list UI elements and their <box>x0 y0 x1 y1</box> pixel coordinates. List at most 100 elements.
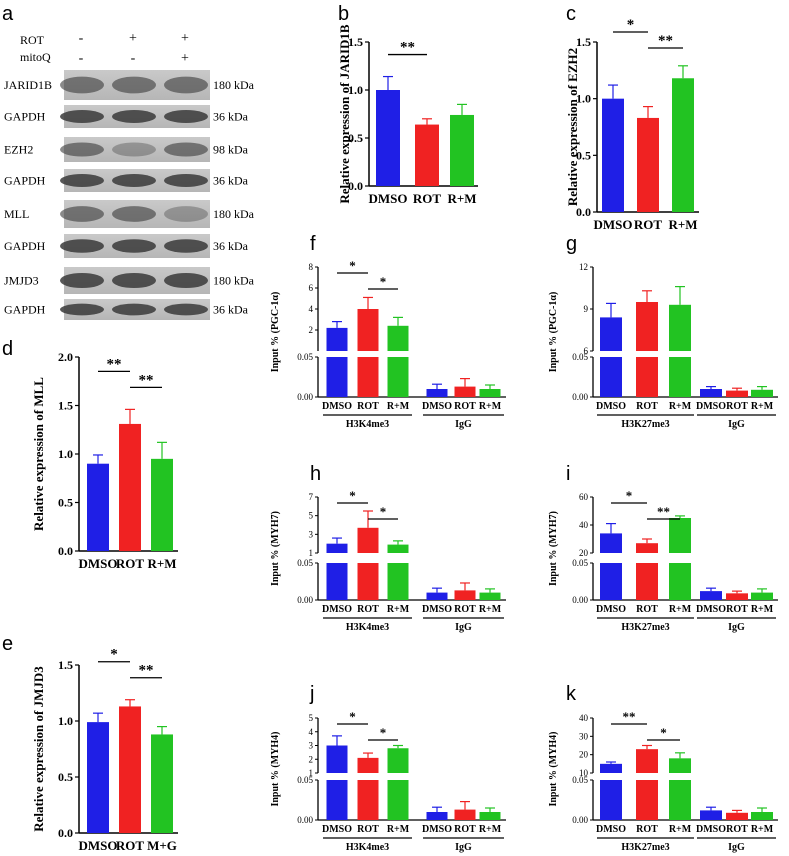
bar-lower-segment <box>600 563 622 600</box>
bar-lower-segment <box>669 780 691 820</box>
bar-igg <box>751 592 773 600</box>
y-axis-label: Input % (MYH7) <box>548 511 559 586</box>
panel-label-b: b <box>338 3 349 25</box>
x-tick-label: R+M <box>387 824 410 835</box>
bar-lower-segment <box>357 357 379 397</box>
x-tick-label: DMSO <box>696 824 726 835</box>
bar-lower-segment <box>326 563 348 600</box>
x-tick-label: ROT <box>357 824 379 835</box>
y-axis-label: Relative expression of MLL <box>31 377 46 531</box>
blot-band <box>60 303 104 316</box>
x-tick-label: DMSO <box>79 838 118 853</box>
significance-label: * <box>627 17 635 33</box>
bar-igg <box>479 389 501 397</box>
bar-rm <box>672 78 694 213</box>
bar-lower-segment <box>600 357 622 397</box>
y-tick-label: 0.0 <box>58 826 73 840</box>
y-axis-label: Relative expression of JMJD3 <box>31 666 46 832</box>
significance-label: * <box>626 488 633 503</box>
y-tick-label: 6 <box>309 283 314 293</box>
y-axis-label: Relative expression of JARID1B <box>337 24 352 204</box>
bar-lower-segment <box>636 563 658 600</box>
y-tick-label: 0.0 <box>576 205 591 219</box>
blot-size-label: 36 kDa <box>213 174 249 188</box>
bar-igg <box>751 812 773 820</box>
y-tick-label: 3 <box>309 741 314 751</box>
y-axis-label: Input % (MYH4) <box>548 731 559 806</box>
bar-lower-segment <box>357 563 379 600</box>
blot-band <box>60 76 104 94</box>
x-tick-label: R+M <box>751 824 774 835</box>
blot-protein-label: JMJD3 <box>4 274 39 288</box>
bar-upper-segment <box>636 749 658 773</box>
blot-band <box>60 239 104 253</box>
sign-lane2-row1: + <box>129 31 137 46</box>
x-tick-label: R+M <box>669 824 692 835</box>
blot-size-label: 180 kDa <box>213 78 255 92</box>
group-label: IgG <box>455 622 472 633</box>
chart-panel-c: 0.0 0.5 1.0 1.5 DMSO ROT R+M Relative expressio… <box>565 17 699 232</box>
bar-upper-segment <box>669 758 691 773</box>
significance-label: * <box>380 504 387 519</box>
x-tick-label: ROT <box>634 217 663 232</box>
y-axis-label: Input % (PGC-1α) <box>548 292 559 373</box>
bar-dmso <box>87 463 109 551</box>
x-tick-label: R+M <box>751 604 774 615</box>
x-tick-label: R+M <box>479 401 502 412</box>
x-tick-label: R+M <box>479 824 502 835</box>
blot-band <box>164 110 208 123</box>
blot-band <box>112 272 156 289</box>
y-tick-label: 2.0 <box>58 350 73 364</box>
x-tick-label: R+M <box>147 556 176 571</box>
panel-label-d: d <box>2 338 13 360</box>
blot-size-label: 180 kDa <box>213 274 255 288</box>
y-tick-label: 30 <box>579 731 589 741</box>
treatment-label-mitoq: mitoQ <box>20 50 51 64</box>
x-tick-label: ROT <box>116 838 145 853</box>
panel-label-g: g <box>566 233 577 255</box>
blot-size-label: 36 kDa <box>213 239 249 253</box>
bar-upper-segment <box>357 757 379 773</box>
x-tick-label: ROT <box>454 401 476 412</box>
bar-upper-segment <box>326 327 348 351</box>
bar-lower-segment <box>387 357 409 397</box>
y-tick-label: 1.0 <box>58 714 73 728</box>
y-axis-label: Relative expression of EZH2 <box>565 48 580 206</box>
significance-label: * <box>380 274 387 289</box>
x-tick-label: DMSO <box>422 824 452 835</box>
y-tick-label: 0.5 <box>58 496 73 510</box>
y-tick-label: 1.5 <box>58 399 73 413</box>
x-tick-label: R+M <box>669 604 692 615</box>
x-tick-label: DMSO <box>596 604 626 615</box>
significance-label: ** <box>107 356 122 372</box>
x-tick-label: DMSO <box>322 824 352 835</box>
bar-dmso <box>602 98 624 212</box>
western-blot: - + + ROT mitoQ - - + JARID1B 180 kDa GAPD… <box>4 31 255 320</box>
group-label: IgG <box>455 842 472 853</box>
bar-igg <box>726 390 748 397</box>
significance-label: ** <box>657 504 670 519</box>
blot-band <box>60 206 104 222</box>
significance-label: * <box>380 725 387 740</box>
y-tick-label: 7 <box>309 492 314 502</box>
blot-band <box>164 303 208 316</box>
x-tick-label: ROT <box>357 604 379 615</box>
y-tick-label: 0.05 <box>297 775 313 785</box>
x-tick-label: R+M <box>387 401 410 412</box>
y-tick-label: 5 <box>309 511 314 521</box>
y-tick-label: 0.00 <box>297 815 313 825</box>
y-tick-label: 0.00 <box>297 595 313 605</box>
x-tick-label: DMSO <box>596 824 626 835</box>
y-tick-label: 1 <box>309 768 314 778</box>
significance-label: * <box>349 488 356 503</box>
bar-upper-segment <box>669 304 691 351</box>
y-axis-label: Input % (PGC-1α) <box>270 292 281 373</box>
y-tick-label: 0.05 <box>297 558 313 568</box>
x-tick-label: DMSO <box>79 556 118 571</box>
blot-protein-label: GAPDH <box>4 174 46 188</box>
bar-lower-segment <box>669 563 691 600</box>
y-tick-label: 4 <box>309 727 314 737</box>
bar-upper-segment <box>387 748 409 773</box>
